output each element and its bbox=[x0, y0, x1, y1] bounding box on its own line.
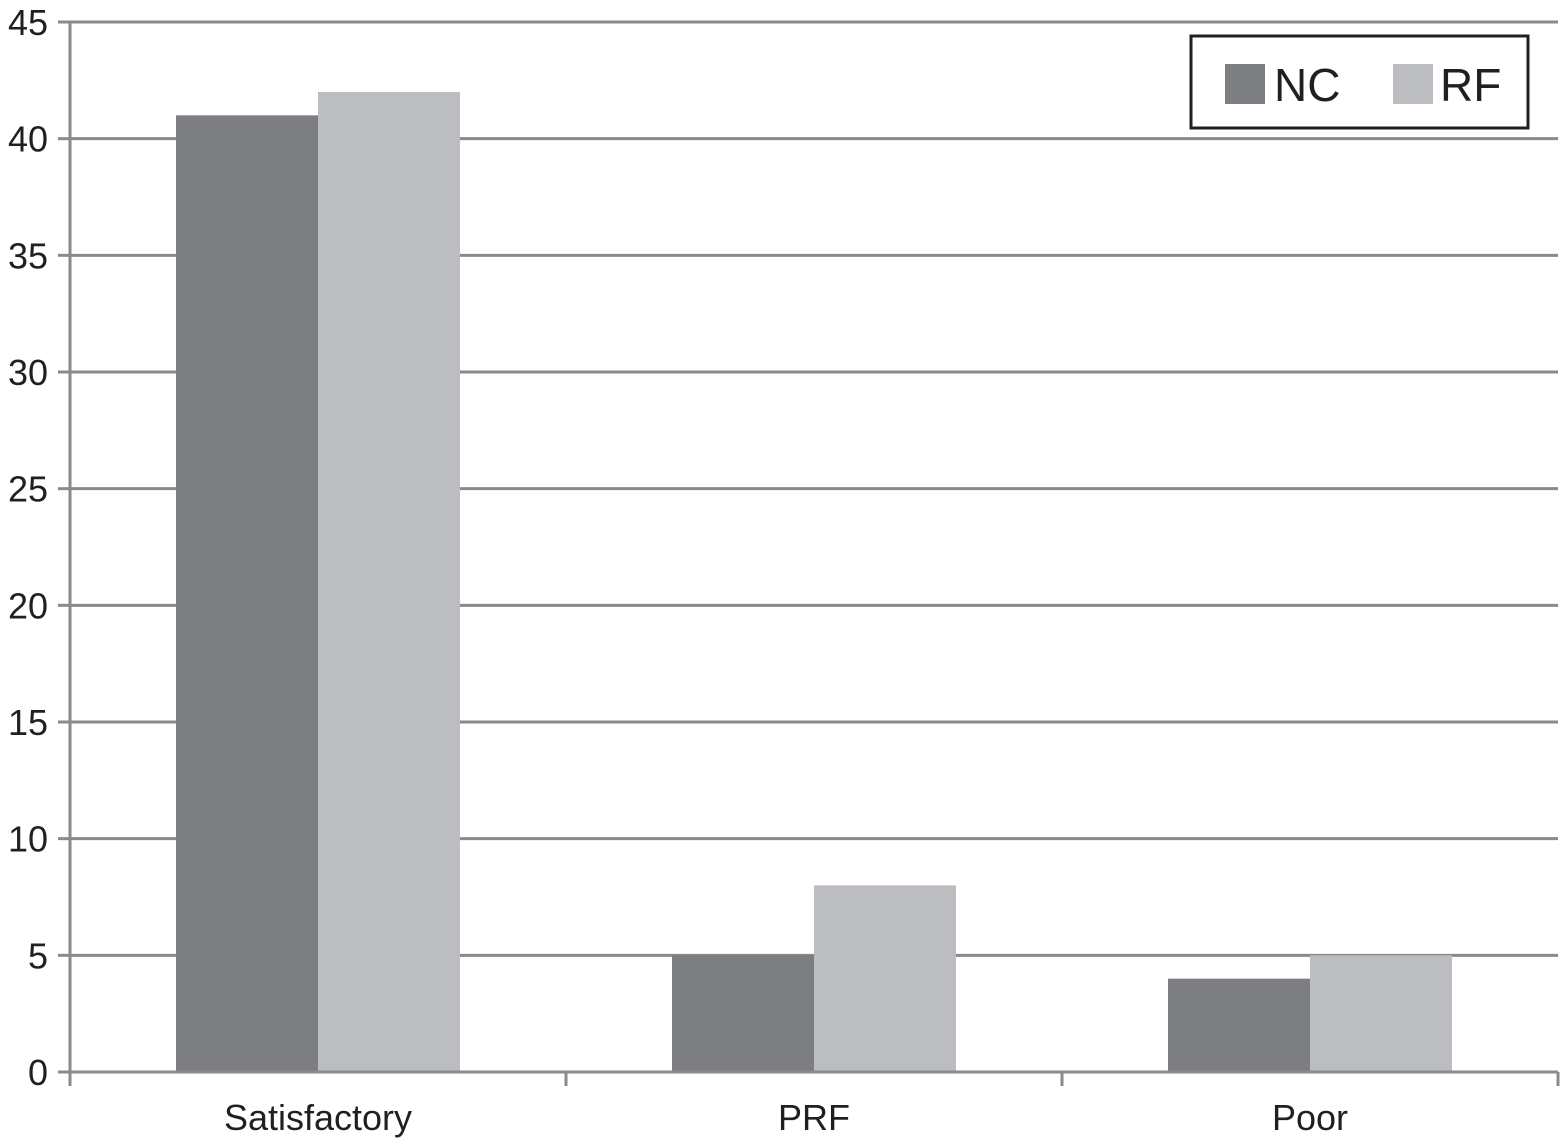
x-tick-labels: Satisfactory PRF Poor bbox=[224, 1097, 1348, 1138]
y-tick-label: 35 bbox=[8, 235, 48, 276]
y-tick-label: 15 bbox=[8, 702, 48, 743]
y-tick-label: 5 bbox=[28, 935, 48, 976]
y-tick-labels: 0 5 10 15 20 25 30 35 40 45 bbox=[8, 2, 48, 1093]
y-tick-label: 40 bbox=[8, 119, 48, 160]
bar-nc-satisfactory bbox=[176, 115, 318, 1073]
bar-nc-prf bbox=[672, 955, 814, 1072]
y-tick-label: 10 bbox=[8, 819, 48, 860]
legend-label-rf: RF bbox=[1440, 59, 1501, 111]
bar-rf-prf bbox=[814, 885, 956, 1072]
bar-rf-poor bbox=[1310, 955, 1452, 1072]
bars bbox=[176, 92, 1452, 1073]
legend-swatch-nc bbox=[1225, 64, 1265, 104]
x-tick-label: Poor bbox=[1272, 1097, 1348, 1138]
y-tick-label: 45 bbox=[8, 2, 48, 43]
bar-nc-poor bbox=[1168, 978, 1310, 1072]
legend-swatch-rf bbox=[1393, 64, 1433, 104]
bar-rf-satisfactory bbox=[318, 92, 460, 1072]
y-tick-label: 20 bbox=[8, 585, 48, 626]
legend-label-nc: NC bbox=[1274, 59, 1340, 111]
legend: NC RF bbox=[1189, 34, 1530, 130]
y-tick-label: 0 bbox=[28, 1052, 48, 1093]
y-tick-label: 30 bbox=[8, 352, 48, 393]
axes bbox=[58, 20, 1560, 1086]
x-tick-label: PRF bbox=[778, 1097, 850, 1138]
y-tick-label: 25 bbox=[8, 469, 48, 510]
x-tick-label: Satisfactory bbox=[224, 1097, 412, 1138]
